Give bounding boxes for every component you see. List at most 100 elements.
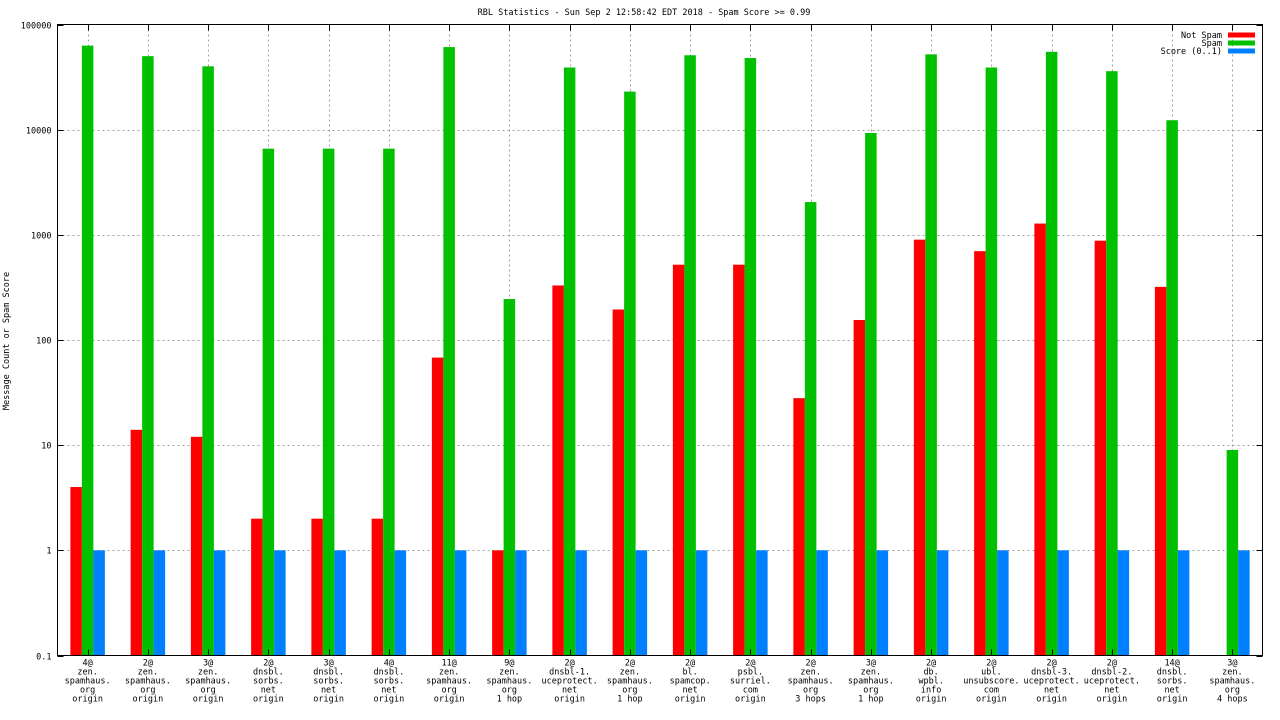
- x-tick-label: 3@ zen. spamhaus. org origin: [185, 659, 231, 705]
- bar-not-spam: [130, 429, 143, 656]
- x-tick-label-line: dnsbl-1.: [549, 668, 590, 678]
- x-tick-label: 9@ zen. spamhaus. org 1 hop: [486, 659, 532, 705]
- x-tick-label: 11@ zen. spamhaus. org origin: [426, 659, 472, 705]
- bar-not-spam: [431, 357, 444, 656]
- bar-score-0-1: [1057, 550, 1069, 656]
- x-tick-label-line: dnsbl.: [1157, 668, 1188, 678]
- x-tick-label-line: origin: [675, 695, 706, 705]
- bar-not-spam: [913, 239, 926, 656]
- x-tick-label-line: dnsbl.: [374, 668, 405, 678]
- x-tick-label: 2@ db. wpbl. info origin: [916, 659, 947, 705]
- x-tick-label-line: 2@: [685, 659, 695, 669]
- x-tick-label-line: org: [622, 686, 637, 696]
- legend-swatch: [1228, 40, 1255, 46]
- bar-score-0-1: [997, 550, 1009, 656]
- bar-not-spam: [672, 264, 685, 656]
- bar-spam: [262, 148, 275, 656]
- x-tick-label-line: spamcop.: [670, 677, 711, 687]
- x-tick-label-line: com: [984, 686, 999, 696]
- y-axis-ticks: 0.1 1 10 100 1000 10000 100000: [21, 22, 1263, 663]
- bar-not-spam: [1154, 286, 1167, 656]
- x-tick-label-line: zen.: [77, 668, 97, 678]
- bar-score-0-1: [1238, 550, 1250, 656]
- y-tick-label: 0.1: [36, 653, 51, 663]
- x-tick-label: 14@ dnsbl. sorbs. net origin: [1157, 659, 1188, 705]
- bar-score-0-1: [274, 550, 286, 656]
- x-tick-label-line: zen.: [439, 668, 459, 678]
- bar-spam: [563, 67, 576, 656]
- x-tick-label-line: db.: [923, 668, 938, 678]
- x-tick-label-line: spamhaus.: [788, 677, 834, 687]
- x-tick-label-line: info: [921, 686, 941, 696]
- x-tick-label-line: 4@: [83, 659, 93, 669]
- bar-score-0-1: [635, 550, 648, 656]
- bar-spam: [443, 47, 455, 656]
- x-tick-label: 2@ dnsbl-3. uceprotect. net origin: [1023, 659, 1079, 705]
- x-tick-label: 2@ zen. spamhaus. org 1 hop: [607, 659, 653, 705]
- x-tick-label-line: 3@: [866, 659, 876, 669]
- bar-not-spam: [552, 285, 564, 656]
- bar-not-spam: [492, 550, 504, 656]
- y-axis-label: Message Count or Spam Score: [2, 272, 12, 410]
- x-tick-label-line: spamhaus.: [848, 677, 894, 687]
- x-tick-label-line: origin: [133, 695, 164, 705]
- x-tick-label-line: psbl.: [738, 668, 764, 678]
- x-tick-label-line: 1 hop: [858, 695, 884, 705]
- bar-spam: [1226, 449, 1239, 656]
- bar-score-0-1: [394, 550, 407, 656]
- x-tick-label-line: origin: [374, 695, 405, 705]
- x-tick-label-line: zen.: [198, 668, 218, 678]
- bar-not-spam: [793, 398, 805, 656]
- x-tick-label-line: origin: [1097, 695, 1128, 705]
- bar-score-0-1: [936, 550, 949, 656]
- x-tick-label-line: 1 hop: [617, 695, 643, 705]
- x-tick-label-line: 2@: [745, 659, 755, 669]
- x-tick-label-line: 2@: [565, 659, 575, 669]
- x-tick-label-line: unsubscore.: [963, 677, 1019, 687]
- bar-spam: [684, 55, 696, 656]
- gridlines: [57, 24, 1263, 656]
- x-tick-label-line: 2@: [625, 659, 635, 669]
- bar-score-0-1: [93, 550, 105, 656]
- legend-label: Not Spam: [1181, 31, 1222, 41]
- x-tick-label-line: org: [441, 686, 456, 696]
- x-tick-label-line: 11@: [441, 659, 456, 669]
- bars: [70, 45, 1250, 656]
- bar-spam: [202, 66, 214, 656]
- bar-spam: [1045, 51, 1058, 656]
- y-tick-label: 10: [41, 442, 51, 452]
- x-tick-label-line: zen.: [499, 668, 519, 678]
- x-tick-label-line: zen.: [800, 668, 820, 678]
- bar-score-0-1: [816, 550, 828, 656]
- legend-swatch: [1228, 48, 1255, 54]
- y-tick-label: 1000: [31, 232, 51, 242]
- x-tick-label: 3@ zen. spamhaus. org 1 hop: [848, 659, 894, 705]
- x-tick-label-line: origin: [253, 695, 284, 705]
- x-tick-label-line: origin: [916, 695, 947, 705]
- bar-score-0-1: [515, 550, 527, 656]
- bar-not-spam: [70, 487, 82, 656]
- x-tick-label: 2@ zen. spamhaus. org 3 hops: [788, 659, 834, 705]
- x-tick-label: 4@ zen. spamhaus. org origin: [65, 659, 111, 705]
- x-tick-label-line: dnsbl-2.: [1091, 668, 1132, 678]
- bar-not-spam: [311, 518, 323, 656]
- x-tick-label-line: net: [1164, 686, 1179, 696]
- x-tick-label-line: zen.: [1222, 668, 1242, 678]
- x-tick-label-line: org: [863, 686, 878, 696]
- x-tick-label: 2@ ubl. unsubscore. com origin: [963, 659, 1019, 705]
- x-tick-label-line: 2@: [1047, 659, 1057, 669]
- x-tick-label-line: 4 hops: [1217, 695, 1248, 705]
- x-tick-label-line: org: [1225, 686, 1240, 696]
- bar-score-0-1: [1117, 550, 1130, 656]
- x-tick-label-line: net: [682, 686, 697, 696]
- x-tick-label-line: 3@: [1227, 659, 1237, 669]
- x-tick-label: 2@ dnsbl-1. uceprotect. net origin: [541, 659, 597, 705]
- x-tick-label: 3@ zen. spamhaus. org 4 hops: [1209, 659, 1255, 705]
- x-tick-label-line: spamhaus.: [65, 677, 111, 687]
- bar-not-spam: [1034, 223, 1046, 656]
- y-tick-label: 10000: [26, 127, 52, 137]
- bar-not-spam: [853, 319, 866, 656]
- x-tick-label-line: org: [140, 686, 155, 696]
- x-tick-label-line: net: [1044, 686, 1059, 696]
